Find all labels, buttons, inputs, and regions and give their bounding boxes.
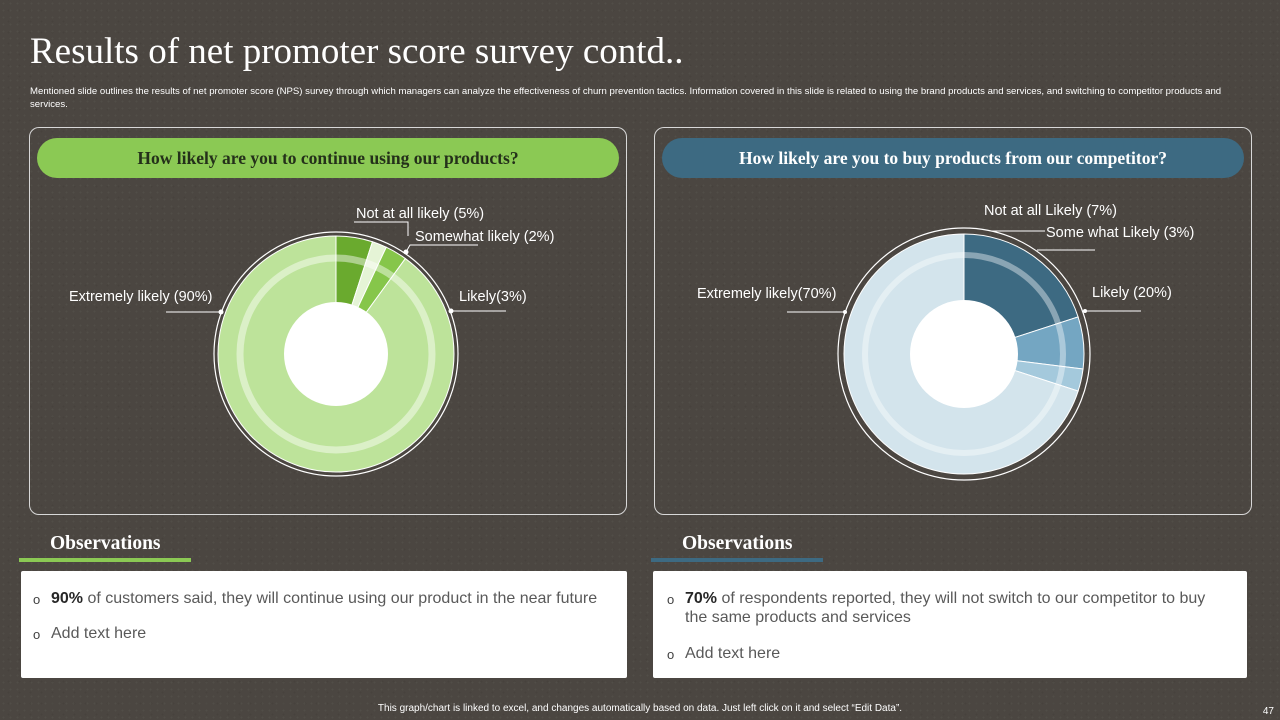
bullet-icon: o xyxy=(33,627,41,642)
observation-item: o Add text here xyxy=(667,644,1231,664)
observation-item: o 90% of customers said, they will conti… xyxy=(33,589,613,609)
doughnut-hole xyxy=(284,302,388,406)
leader-dot-likely xyxy=(448,308,454,314)
observations-heading-right: Observations xyxy=(682,533,793,554)
label-not-at-all-likely: Not at all Likely (7%) xyxy=(984,203,1117,219)
label-extremely-likely: Extremely likely (90%) xyxy=(69,289,212,305)
inner-highlight-ring xyxy=(236,254,436,454)
label-likely: Likely (20%) xyxy=(1092,285,1172,301)
buy-from-competitor-doughnut-chart[interactable]: Not at all Likely (7%) Some what Likely … xyxy=(655,128,1253,516)
observation-text: 90% of customers said, they will continu… xyxy=(51,590,598,607)
observation-placeholder-text[interactable]: Add text here xyxy=(51,625,147,642)
leader-dot-extremely xyxy=(843,310,847,314)
right-question-banner: How likely are you to buy products from … xyxy=(662,138,1244,178)
observation-item: o 70% of respondents reported, they will… xyxy=(667,589,1231,627)
label-not-at-all-likely: Not at all likely (5%) xyxy=(356,206,484,222)
observation-item: o Add text here xyxy=(33,624,613,644)
bullet-icon: o xyxy=(667,592,675,607)
observations-underline-left xyxy=(19,558,191,562)
observation-placeholder-text[interactable]: Add text here xyxy=(685,645,781,662)
leader-dot-somewhat xyxy=(403,249,409,255)
leader-line-not-at-all xyxy=(354,221,409,236)
slide-subtitle: Mentioned slide outlines the results of … xyxy=(30,86,1222,110)
observations-box-right: o 70% of respondents reported, they will… xyxy=(653,571,1247,678)
label-some-what-likely: Some what Likely (3%) xyxy=(1046,225,1194,241)
label-likely: Likely(3%) xyxy=(459,289,527,305)
right-chart-panel: How likely are you to buy products from … xyxy=(654,127,1252,515)
continue-using-doughnut-chart[interactable]: Not at all likely (5%) Somewhat likely (… xyxy=(30,128,628,516)
left-chart-panel: How likely are you to continue using our… xyxy=(29,127,627,515)
chart-outline-ring xyxy=(213,231,459,477)
label-somewhat-likely: Somewhat likely (2%) xyxy=(415,229,554,245)
inner-highlight-ring xyxy=(862,252,1066,456)
leader-dot-extremely xyxy=(218,309,224,315)
observations-heading-left: Observations xyxy=(50,533,161,554)
bullet-icon: o xyxy=(667,647,675,662)
leader-line-somewhat xyxy=(405,244,478,253)
footer-note: This graph/chart is linked to excel, and… xyxy=(377,703,903,714)
bullet-icon: o xyxy=(33,592,41,607)
observations-box-left: o 90% of customers said, they will conti… xyxy=(21,571,627,678)
leader-dot-likely xyxy=(1083,309,1087,313)
observation-text: 70% of respondents reported, they will n… xyxy=(685,590,1206,626)
page-number: 47 xyxy=(1262,706,1274,717)
doughnut-hole xyxy=(910,300,1018,408)
observations-underline-right xyxy=(651,558,823,562)
label-extremely-likely: Extremely likely(70%) xyxy=(697,286,836,302)
chart-outline-ring xyxy=(837,227,1091,481)
slide-title: Results of net promoter score survey con… xyxy=(30,31,684,72)
left-question-banner: How likely are you to continue using our… xyxy=(37,138,619,178)
